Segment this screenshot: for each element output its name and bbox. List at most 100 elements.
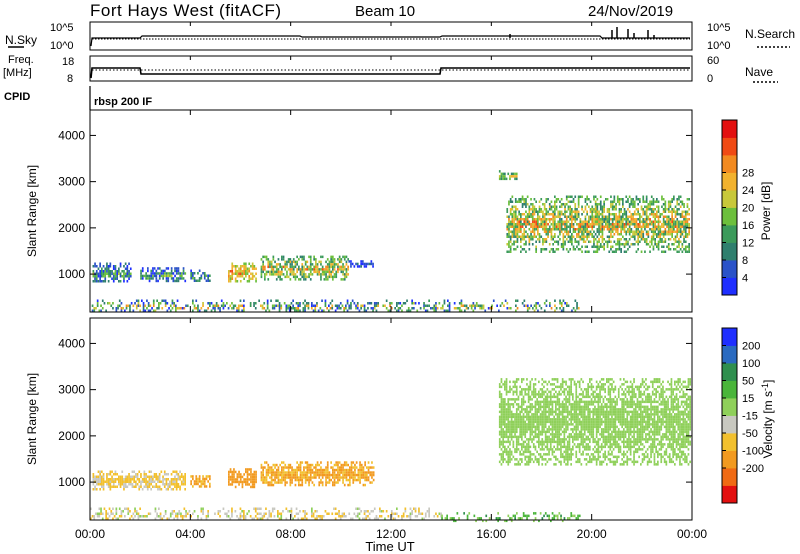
velocity-cell xyxy=(602,415,605,419)
velocity-cell xyxy=(544,410,547,414)
velocity-cell xyxy=(519,450,521,454)
power-cell xyxy=(523,203,526,206)
power-cell xyxy=(535,302,538,305)
power-cell xyxy=(496,304,498,307)
velocity-cell xyxy=(512,443,515,446)
power-cell xyxy=(116,275,118,278)
power-cell xyxy=(304,278,307,281)
power-cell xyxy=(302,309,305,312)
power-cell xyxy=(192,302,194,305)
velocity-cell xyxy=(116,485,118,488)
power-cell xyxy=(625,240,628,243)
velocity-cell xyxy=(527,405,530,409)
velocity-cell xyxy=(573,435,576,439)
power-cell xyxy=(543,215,546,218)
velocity-cell xyxy=(326,476,329,479)
velocity-cell xyxy=(174,470,176,473)
power-cell xyxy=(301,263,304,266)
velocity-cell xyxy=(128,473,130,476)
power-cell xyxy=(373,307,376,310)
velocity-cell xyxy=(606,438,608,441)
velocity-cell xyxy=(572,395,574,399)
power-cell xyxy=(550,200,553,203)
colorbar-band xyxy=(722,155,737,173)
velocity-cell xyxy=(583,415,586,419)
power-cell xyxy=(460,302,463,305)
power-cell xyxy=(340,260,343,264)
power-cell xyxy=(275,304,277,307)
velocity-cell xyxy=(294,483,297,487)
power-cell xyxy=(438,302,441,305)
power-cell xyxy=(681,220,684,223)
velocity-cell xyxy=(558,430,561,434)
power-cell xyxy=(299,278,302,281)
power-cell xyxy=(577,195,580,198)
power-cell xyxy=(644,240,646,243)
velocity-cell xyxy=(299,463,302,467)
velocity-cell xyxy=(558,420,561,424)
power-cell xyxy=(608,225,611,228)
power-cell xyxy=(579,235,582,238)
power-cell xyxy=(155,272,158,275)
velocity-cell xyxy=(505,440,508,444)
power-cell xyxy=(552,235,554,238)
velocity-cell xyxy=(536,410,538,414)
velocity-cell xyxy=(119,475,122,478)
velocity-cell xyxy=(590,388,593,391)
power-cell xyxy=(102,270,105,273)
velocity-cell xyxy=(556,425,559,429)
power-cell xyxy=(326,307,328,310)
power-cell xyxy=(92,270,95,273)
power-cell xyxy=(508,203,510,206)
power-cell xyxy=(593,235,595,238)
power-cell xyxy=(632,203,634,206)
power-cell xyxy=(688,248,690,251)
velocity-cell xyxy=(498,460,501,464)
velocity-cell xyxy=(354,473,356,477)
power-cell xyxy=(143,274,146,278)
velocity-cell xyxy=(123,485,125,488)
velocity-cell xyxy=(597,428,600,431)
velocity-cell xyxy=(549,428,552,431)
power-cell xyxy=(342,270,344,274)
velocity-cell xyxy=(193,480,196,483)
power-cell xyxy=(520,250,522,253)
velocity-cell xyxy=(524,388,527,391)
velocity-cell xyxy=(233,478,235,481)
power-cell xyxy=(160,272,163,275)
power-cell xyxy=(239,275,242,278)
power-cell xyxy=(238,275,240,278)
velocity-cell xyxy=(534,458,537,461)
power-cell xyxy=(683,218,685,221)
velocity-cell xyxy=(275,468,278,472)
velocity-cell xyxy=(572,438,574,441)
power-cell xyxy=(572,245,575,248)
velocity-cell xyxy=(505,413,508,416)
velocity-cell xyxy=(153,480,156,483)
power-cell xyxy=(652,230,655,233)
power-cell xyxy=(591,245,594,248)
velocity-cell xyxy=(582,420,584,424)
velocity-cell xyxy=(531,413,533,416)
velocity-cell xyxy=(607,405,610,409)
power-cell xyxy=(287,304,289,307)
velocity-cell xyxy=(578,443,581,446)
power-cell xyxy=(598,203,600,206)
velocity-cell xyxy=(277,473,280,477)
power-cell xyxy=(569,215,571,218)
velocity-cell xyxy=(600,433,603,436)
velocity-cell xyxy=(572,415,574,419)
power-cell xyxy=(613,218,616,221)
velocity-cell xyxy=(352,478,355,482)
power-cell xyxy=(683,215,685,218)
power-cell xyxy=(616,223,619,226)
velocity-cell xyxy=(505,408,508,411)
power-cell xyxy=(140,269,142,273)
velocity-cell xyxy=(502,433,504,436)
velocity-cell xyxy=(510,423,513,426)
velocity-cell xyxy=(505,380,508,384)
power-cell xyxy=(170,272,173,275)
velocity-cell xyxy=(541,443,544,446)
velocity-cell xyxy=(318,463,321,467)
velocity-cell xyxy=(532,460,535,464)
